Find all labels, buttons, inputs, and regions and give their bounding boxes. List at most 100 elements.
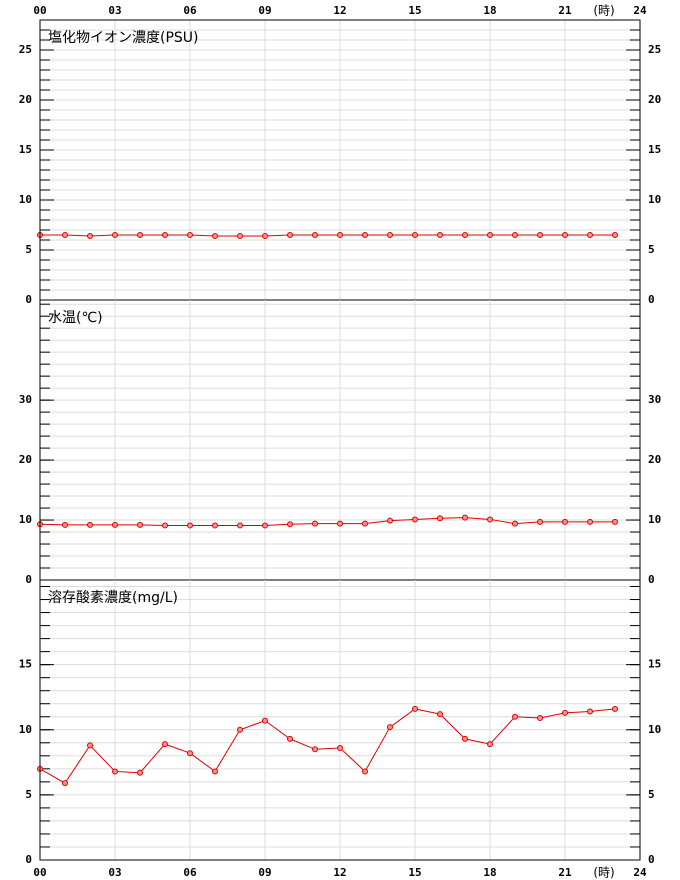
data-point xyxy=(387,517,393,524)
data-point xyxy=(237,522,243,529)
data-point xyxy=(262,233,268,239)
data-line xyxy=(39,708,616,784)
x-tick-label: 03 xyxy=(108,866,121,879)
y-tick-label: 10 xyxy=(648,723,661,736)
data-point xyxy=(187,750,193,757)
x-tick-label: 24 xyxy=(633,866,647,879)
y-tick-label: 5 xyxy=(25,788,32,801)
y-tick-label: 15 xyxy=(19,658,32,671)
panel-title: 塩化物イオン濃度(PSU) xyxy=(48,30,199,46)
data-point xyxy=(87,521,93,528)
data-point xyxy=(262,522,268,529)
data-point xyxy=(437,515,443,522)
data-point xyxy=(112,521,118,528)
data-point xyxy=(62,780,68,787)
data-point xyxy=(562,709,568,716)
y-tick-label: 20 xyxy=(19,93,32,106)
data-point xyxy=(187,522,193,529)
data-point xyxy=(587,708,593,715)
y-tick-label: 15 xyxy=(19,143,32,156)
x-tick-label: 15 xyxy=(408,866,421,879)
data-point xyxy=(112,232,118,238)
y-tick-label: 10 xyxy=(19,193,32,206)
data-point xyxy=(212,768,218,775)
y-tick-label: 10 xyxy=(19,723,32,736)
data-point xyxy=(62,232,68,238)
data-point xyxy=(237,726,243,733)
y-tick-label: 10 xyxy=(19,513,32,526)
y-tick-label: 0 xyxy=(648,853,655,866)
y-tick-label: 15 xyxy=(648,143,661,156)
x-tick-label: 12 xyxy=(333,4,346,17)
x-tick-label: 00 xyxy=(33,4,46,17)
x-tick-label: 09 xyxy=(258,866,271,879)
data-point xyxy=(62,521,68,528)
data-point xyxy=(437,232,443,238)
x-axis-label: (時) xyxy=(593,866,614,880)
data-point xyxy=(337,232,343,238)
y-tick-label: 20 xyxy=(19,453,32,466)
x-tick-label: 06 xyxy=(183,866,197,879)
data-point xyxy=(387,232,393,238)
data-point xyxy=(462,514,468,521)
x-tick-label: 09 xyxy=(258,4,271,17)
data-point xyxy=(137,521,143,528)
x-tick-label: 18 xyxy=(483,866,496,879)
y-tick-label: 10 xyxy=(648,513,661,526)
data-point xyxy=(562,232,568,238)
y-tick-label: 20 xyxy=(648,93,661,106)
y-tick-label: 30 xyxy=(19,393,32,406)
panel-title: 水温(℃) xyxy=(48,310,103,326)
x-tick-label: 21 xyxy=(558,866,572,879)
data-point xyxy=(137,769,143,776)
x-tick-label: 18 xyxy=(483,4,496,17)
data-point xyxy=(337,520,343,527)
data-point xyxy=(587,518,593,525)
y-tick-label: 25 xyxy=(19,43,32,56)
data-point xyxy=(237,233,243,239)
data-point xyxy=(462,735,468,742)
data-point xyxy=(362,768,368,775)
data-line xyxy=(40,234,615,237)
data-point xyxy=(512,520,518,527)
y-tick-label: 10 xyxy=(648,193,661,206)
x-tick-label: 00 xyxy=(33,866,46,879)
y-tick-label: 0 xyxy=(25,853,32,866)
y-tick-label: 25 xyxy=(648,43,661,56)
data-point xyxy=(337,745,343,751)
x-tick-label: 03 xyxy=(108,4,121,17)
data-point xyxy=(312,520,318,527)
data-point xyxy=(362,232,368,238)
data-point xyxy=(487,516,493,523)
y-tick-label: 20 xyxy=(648,453,661,466)
data-point xyxy=(87,742,93,749)
data-point xyxy=(137,232,143,238)
data-point xyxy=(187,232,193,238)
data-point xyxy=(612,705,618,712)
x-tick-label: 21 xyxy=(558,4,572,17)
data-point xyxy=(487,741,493,748)
data-point xyxy=(587,232,593,238)
data-point xyxy=(287,735,293,742)
data-point xyxy=(537,518,543,525)
data-point xyxy=(462,232,468,238)
data-point xyxy=(437,711,443,718)
data-point xyxy=(162,232,168,238)
data-point xyxy=(612,518,618,525)
y-tick-label: 15 xyxy=(648,658,661,671)
y-tick-label: 5 xyxy=(648,243,655,256)
data-point xyxy=(512,232,518,238)
data-point xyxy=(312,232,318,238)
y-tick-label: 0 xyxy=(25,293,32,306)
data-point xyxy=(212,522,218,529)
data-point xyxy=(362,520,368,527)
data-point xyxy=(87,233,93,239)
data-point xyxy=(162,522,168,529)
data-point xyxy=(162,741,168,748)
data-point xyxy=(537,715,543,722)
data-point xyxy=(287,521,293,528)
data-point xyxy=(537,232,543,238)
data-point xyxy=(287,232,293,238)
